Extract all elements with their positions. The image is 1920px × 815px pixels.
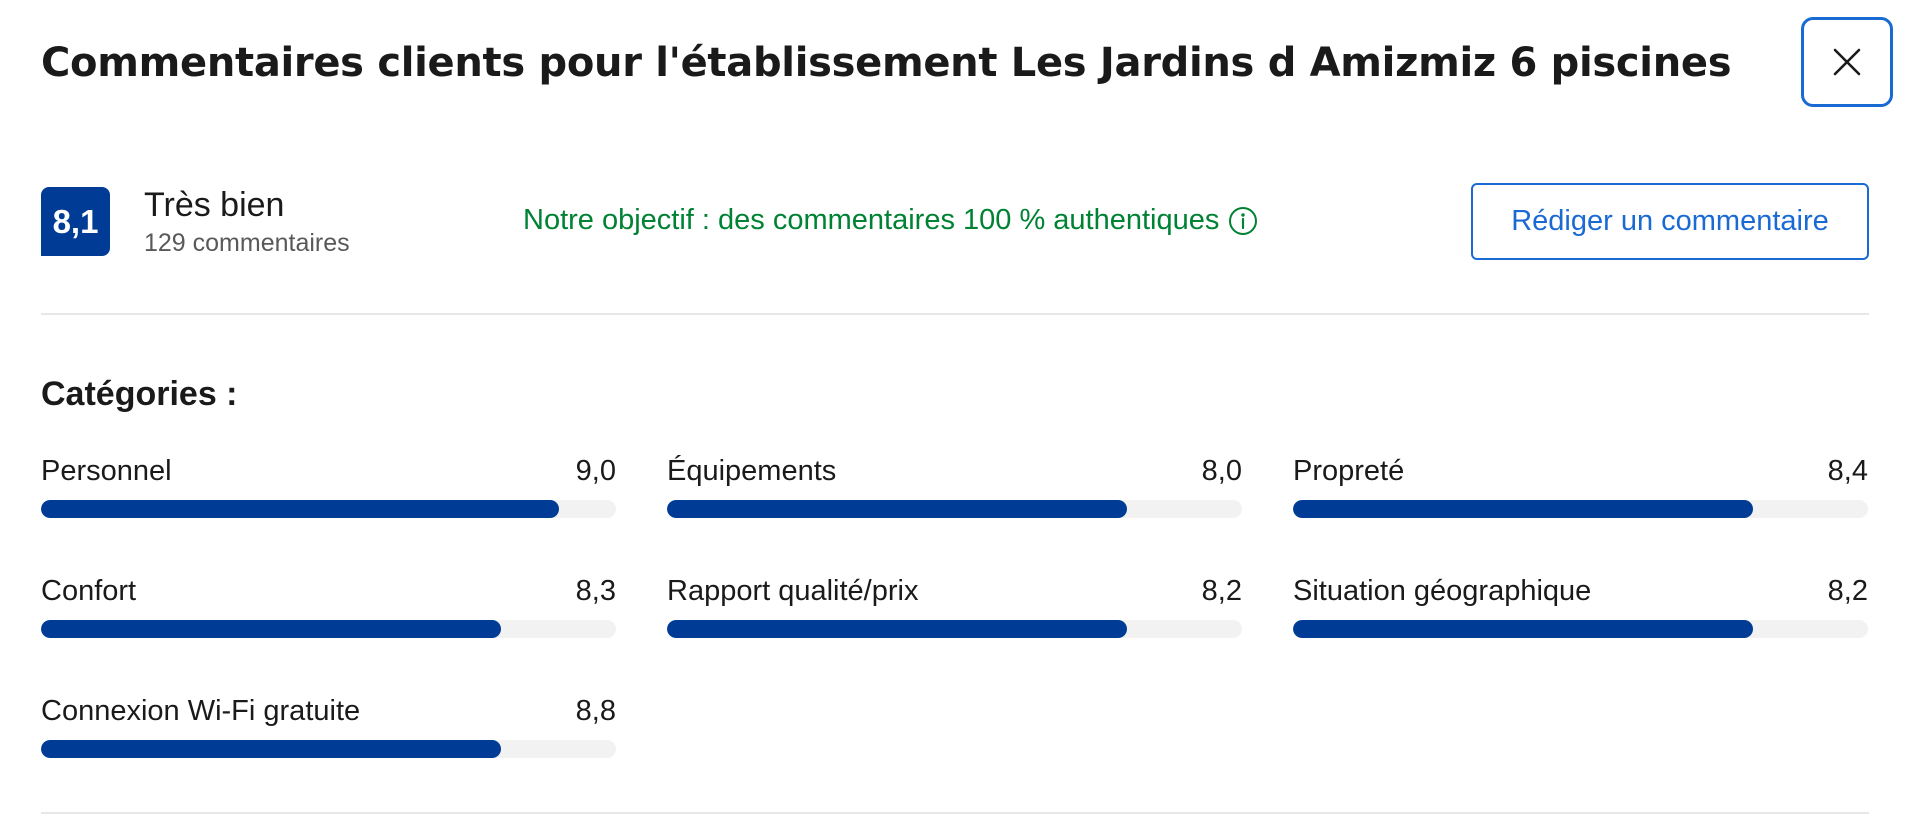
write-review-button[interactable]: Rédiger un commentaire bbox=[1471, 183, 1869, 260]
category-bar-track bbox=[41, 620, 616, 638]
category-bar-track bbox=[1293, 620, 1868, 638]
category-label: Propreté bbox=[1293, 455, 1405, 487]
category-label: Rapport qualité/prix bbox=[667, 575, 919, 607]
category-wifi: Connexion Wi-Fi gratuite 8,8 bbox=[41, 695, 616, 815]
category-bar-track bbox=[667, 500, 1242, 518]
authentic-reviews-note: Notre objectif : des commentaires 100 % … bbox=[523, 204, 1258, 237]
category-equipements: Équipements 8,0 bbox=[667, 455, 1242, 575]
category-situation-geographique: Situation géographique 8,2 bbox=[1293, 575, 1868, 695]
category-label: Connexion Wi-Fi gratuite bbox=[41, 695, 361, 727]
authentic-note-text: Notre objectif : des commentaires 100 % … bbox=[523, 204, 1220, 236]
category-label: Confort bbox=[41, 575, 137, 607]
category-bar-fill bbox=[667, 500, 1127, 518]
category-bar-track bbox=[41, 500, 616, 518]
category-label: Équipements bbox=[667, 455, 837, 487]
category-bar-fill bbox=[41, 740, 501, 758]
review-score-word: Très bien bbox=[144, 186, 285, 224]
category-bar-fill bbox=[41, 500, 559, 518]
category-score: 8,2 bbox=[1201, 575, 1242, 607]
category-label: Situation géographique bbox=[1293, 575, 1592, 607]
category-score: 9,0 bbox=[575, 455, 616, 487]
divider bbox=[41, 313, 1869, 315]
category-score: 8,0 bbox=[1201, 455, 1242, 487]
category-rapport-qualite-prix: Rapport qualité/prix 8,2 bbox=[667, 575, 1242, 695]
close-icon bbox=[1832, 47, 1862, 77]
category-label: Personnel bbox=[41, 455, 172, 487]
review-count: 129 commentaires bbox=[144, 229, 350, 257]
category-bar-track bbox=[41, 740, 616, 758]
categories-grid: Personnel 9,0 Équipements 8,0 Propreté 8… bbox=[41, 455, 1869, 815]
category-personnel: Personnel 9,0 bbox=[41, 455, 616, 575]
review-score-badge: 8,1 bbox=[41, 187, 110, 256]
category-bar-track bbox=[667, 620, 1242, 638]
category-proprete: Propreté 8,4 bbox=[1293, 455, 1868, 575]
category-bar-fill bbox=[667, 620, 1127, 638]
categories-heading: Catégories : bbox=[41, 375, 238, 413]
category-score: 8,2 bbox=[1827, 575, 1868, 607]
category-bar-track bbox=[1293, 500, 1868, 518]
info-icon[interactable] bbox=[1228, 206, 1258, 236]
category-bar-fill bbox=[1293, 500, 1753, 518]
close-button[interactable] bbox=[1801, 17, 1893, 107]
modal-title: Commentaires clients pour l'établissemen… bbox=[41, 40, 1732, 86]
divider bbox=[41, 812, 1869, 814]
category-score: 8,4 bbox=[1827, 455, 1868, 487]
category-bar-fill bbox=[41, 620, 501, 638]
category-bar-fill bbox=[1293, 620, 1753, 638]
category-confort: Confort 8,3 bbox=[41, 575, 616, 695]
category-score: 8,8 bbox=[575, 695, 616, 727]
category-score: 8,3 bbox=[575, 575, 616, 607]
